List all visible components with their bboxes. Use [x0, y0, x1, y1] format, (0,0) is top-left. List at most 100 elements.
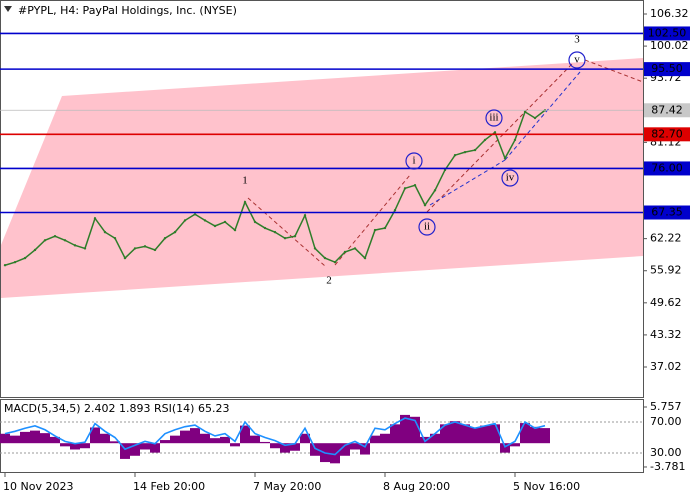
sub-wave-circle	[501, 169, 519, 187]
y-tick-label: -3.781	[650, 460, 685, 473]
price-point	[233, 228, 237, 232]
last-price-box	[644, 103, 690, 118]
price-point	[533, 116, 537, 120]
macd-bar	[30, 430, 40, 444]
wave-label: 2	[326, 275, 332, 287]
price-point	[243, 200, 247, 204]
y-tick-label: 37.02	[650, 360, 682, 373]
y-tick-label: 43.32	[650, 328, 682, 341]
price-point	[353, 247, 357, 250]
level-label: 76.00	[651, 161, 683, 174]
x-tick-label: 10 Nov 2023	[3, 480, 73, 493]
macd-bar	[150, 443, 160, 453]
price-point	[373, 228, 377, 232]
price-point	[43, 239, 47, 242]
macd-bar	[390, 424, 400, 444]
macd-bar	[370, 435, 380, 444]
price-point	[83, 247, 87, 250]
macd-bar	[100, 433, 110, 444]
price-point	[23, 256, 27, 260]
price-point	[283, 237, 287, 240]
price-point	[223, 220, 227, 224]
price-point	[343, 250, 347, 254]
level-box	[644, 161, 690, 176]
macd-bar	[480, 425, 490, 444]
price-point	[393, 209, 397, 212]
y-tick-label: 100.02	[650, 39, 689, 52]
sub-wave-label: i	[412, 155, 415, 167]
price-point	[263, 226, 267, 230]
macd-bar	[120, 443, 130, 459]
macd-bar	[440, 424, 450, 444]
macd-bar	[160, 440, 170, 444]
macd-bar	[270, 443, 280, 449]
y-tick-label: 49.62	[650, 296, 682, 309]
macd-bar	[230, 443, 240, 447]
price-point	[473, 148, 477, 152]
macd-bar	[260, 441, 270, 444]
level-box	[644, 205, 690, 220]
macd-bar	[0, 433, 10, 444]
macd-bar	[140, 443, 150, 450]
price-point	[3, 264, 7, 267]
price-point	[133, 247, 137, 250]
sub-wave-label: ii	[424, 221, 430, 233]
price-point	[113, 237, 117, 240]
price-point	[63, 239, 67, 242]
wave-label: 3	[574, 34, 580, 46]
y2-tick-label: 30.00	[650, 446, 682, 459]
level-label: 67.35	[651, 206, 683, 219]
x-tick-label: 7 May 20:00	[253, 480, 321, 493]
wave-lines	[247, 59, 644, 267]
macd-bar	[10, 435, 20, 444]
macd-bar	[290, 443, 300, 451]
price-point	[143, 245, 147, 248]
x-tick-label: 5 Nov 16:00	[513, 480, 580, 493]
macd-bar	[500, 443, 510, 453]
macd-bar	[130, 443, 140, 456]
price-point	[163, 237, 167, 240]
macd-bar	[110, 441, 120, 444]
price-point	[183, 219, 187, 222]
indicator-title: MACD(5,34,5) 2.402 1.893 RSI(14) 65.23	[4, 402, 229, 415]
price-point	[13, 260, 17, 264]
macd-bar	[360, 443, 370, 455]
macd-bar	[380, 433, 390, 444]
price-point	[173, 230, 177, 234]
macd-bar	[70, 443, 80, 450]
price-point	[203, 219, 207, 222]
macd-bar	[490, 424, 500, 444]
y-tick-label: 62.22	[650, 232, 682, 245]
sub-wave-circle	[405, 152, 423, 170]
macd-bar	[170, 435, 180, 444]
price-point	[493, 131, 497, 134]
sub-wave-label: iv	[506, 172, 515, 184]
price-point	[383, 226, 387, 230]
macd-bar	[280, 443, 290, 453]
macd-bar	[330, 443, 340, 464]
price-point	[483, 138, 487, 142]
macd-bar	[520, 423, 530, 444]
macd-bar	[210, 438, 220, 444]
price-channel	[1, 58, 643, 298]
macd-bar	[220, 436, 230, 444]
sub-wave-label: v	[574, 54, 580, 66]
price-point	[313, 247, 317, 250]
price-point	[303, 214, 307, 217]
x-tick-label: 14 Feb 20:00	[133, 480, 205, 493]
macd-bar	[190, 428, 200, 444]
sub-wave-label: iii	[489, 112, 498, 124]
price-point	[333, 260, 337, 264]
macd-bar	[90, 427, 100, 444]
price-point	[413, 184, 417, 187]
macd-bar	[530, 426, 540, 444]
level-box	[644, 62, 690, 77]
macd-bar	[300, 433, 310, 444]
macd-bar	[540, 428, 550, 444]
macd-bar	[200, 433, 210, 444]
y-tick-label: 106.32	[650, 7, 689, 20]
y-tick-label: 5.757	[650, 400, 682, 413]
price-point	[103, 230, 107, 234]
macd-bar	[250, 435, 260, 444]
